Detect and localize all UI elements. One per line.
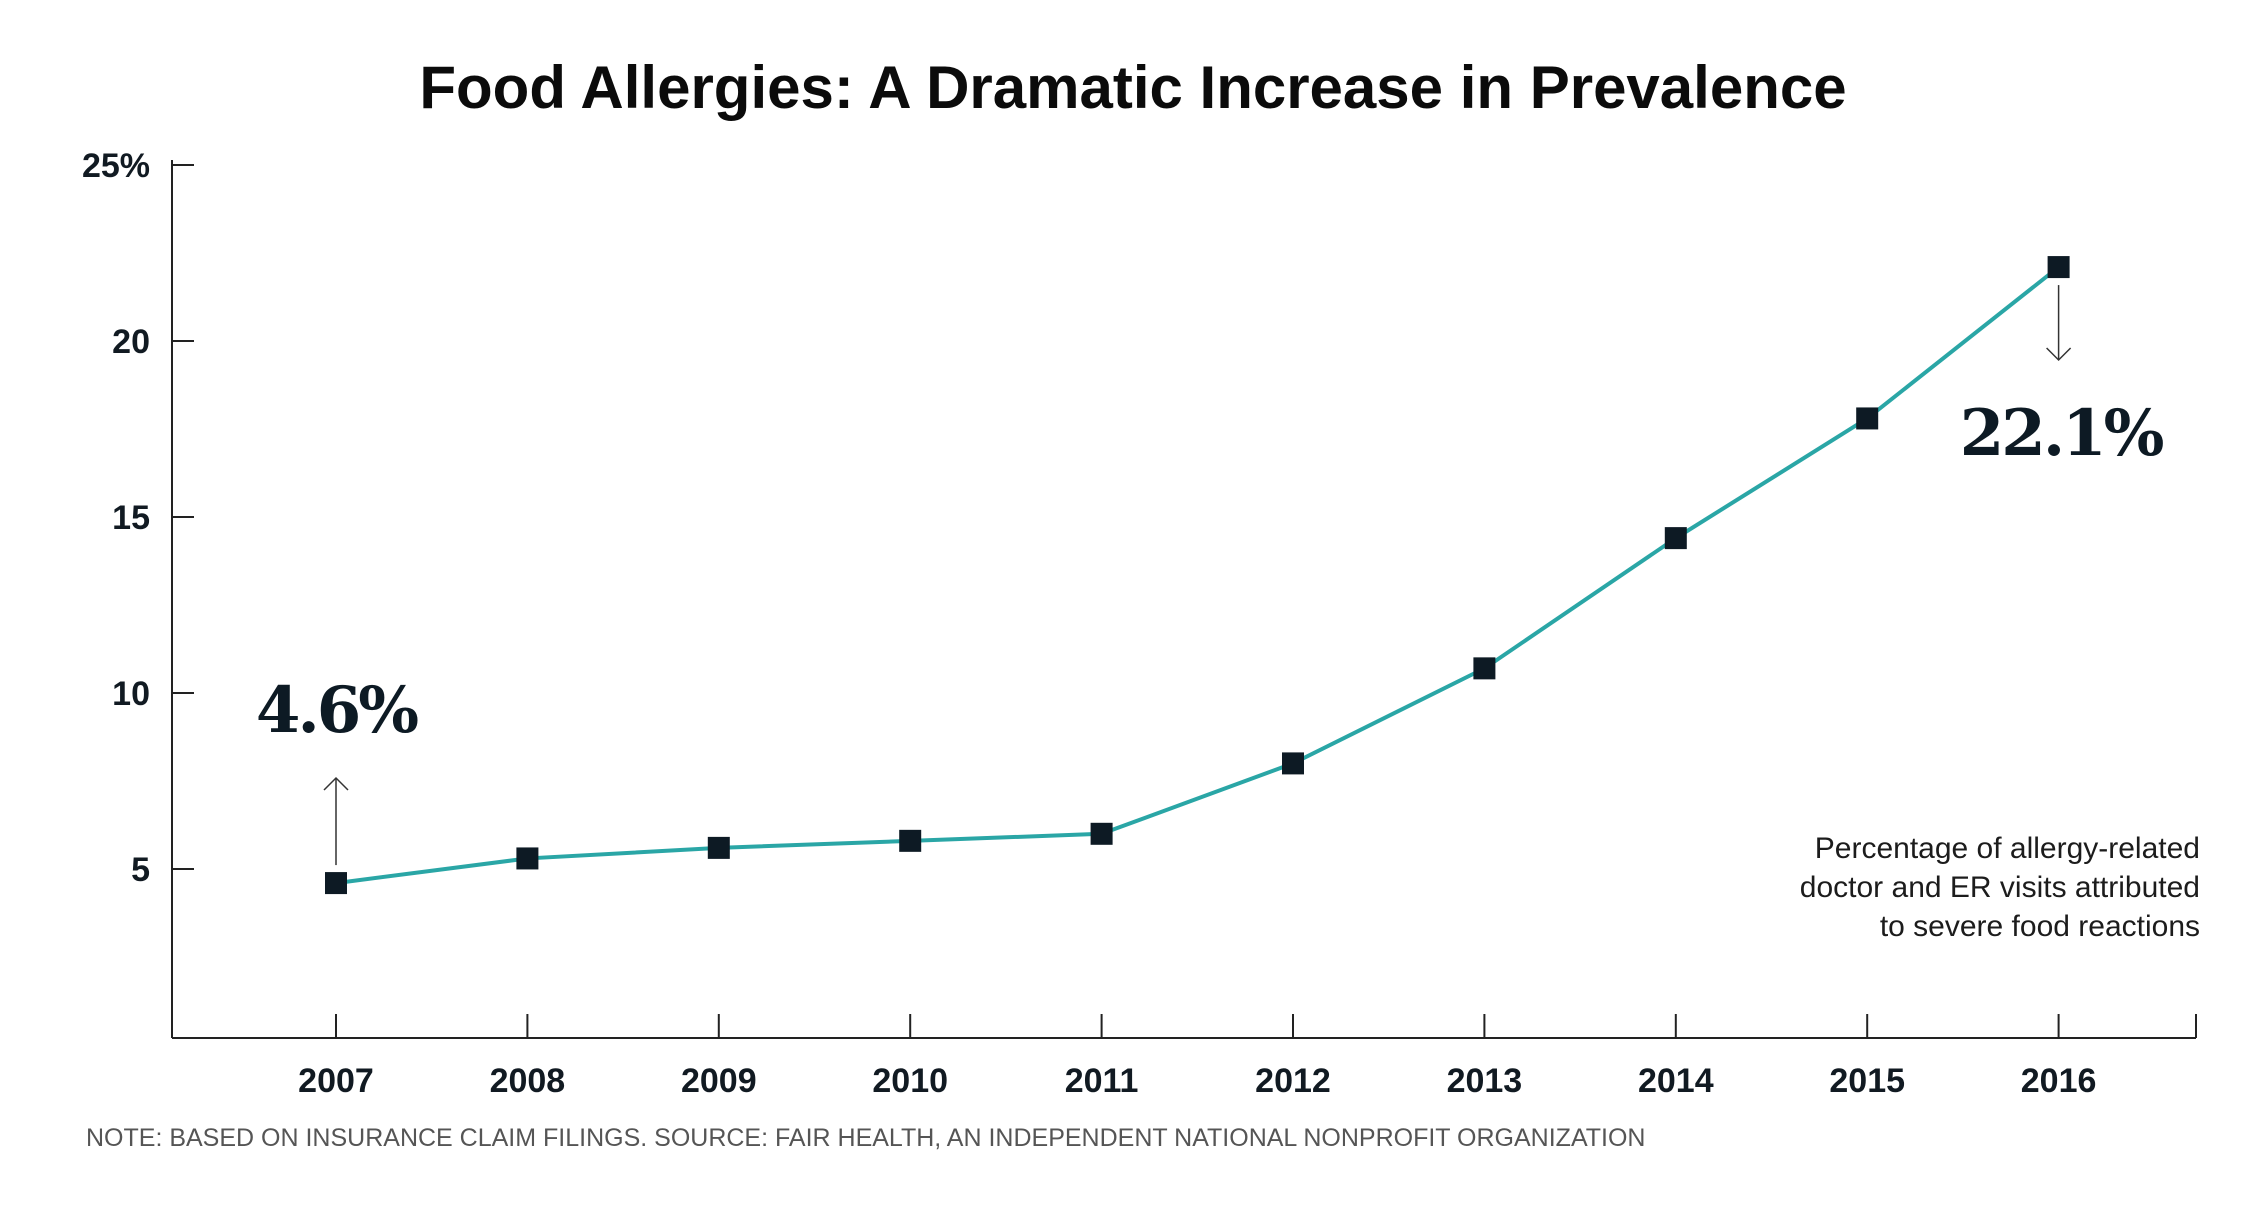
x-tick-label: 2014 bbox=[1638, 1062, 1714, 1100]
axes bbox=[171, 160, 2197, 1039]
data-point-marker bbox=[325, 872, 347, 895]
data-point-marker bbox=[1090, 822, 1113, 845]
series-line bbox=[335, 265, 2060, 886]
series-group bbox=[325, 256, 2070, 895]
data-point-marker bbox=[516, 847, 539, 870]
x-tick-label: 2015 bbox=[1829, 1062, 1905, 1100]
description-line-2: doctor and ER visits attributed bbox=[1800, 871, 2200, 904]
y-axis-ticks: 5 10 15 20 25% bbox=[82, 147, 194, 889]
data-point-marker bbox=[899, 829, 922, 852]
x-axis-ticks: 2007 2008 2009 2010 2011 2012 2013 2014 2015 2016 bbox=[298, 1014, 2096, 1100]
end-value-label: 22.1% bbox=[1960, 396, 2164, 471]
x-tick-label: 2012 bbox=[1255, 1062, 1331, 1100]
y-tick-label: 25% bbox=[82, 147, 150, 185]
y-tick-label: 10 bbox=[112, 675, 150, 713]
source-note: NOTE: BASED ON INSURANCE CLAIM FILINGS. … bbox=[86, 1124, 1646, 1152]
x-tick-label: 2013 bbox=[1447, 1062, 1523, 1100]
y-tick-label: 20 bbox=[112, 323, 150, 361]
start-value-label: 4.6% bbox=[256, 673, 418, 748]
x-tick-label: 2011 bbox=[1065, 1062, 1139, 1100]
chart-description: Percentage of allergy-related doctor and… bbox=[1800, 832, 2200, 943]
x-tick-label: 2008 bbox=[490, 1062, 566, 1100]
data-point-marker bbox=[1664, 527, 1687, 550]
y-tick-label: 15 bbox=[112, 499, 150, 537]
start-arrow-head bbox=[323, 776, 349, 791]
data-point-marker bbox=[1282, 752, 1304, 775]
description-line-3: to severe food reactions bbox=[1880, 910, 2200, 943]
description-line-1: Percentage of allergy-related bbox=[1815, 832, 2200, 865]
y-tick-label: 5 bbox=[131, 851, 150, 889]
x-tick-label: 2016 bbox=[2021, 1062, 2097, 1100]
data-point-marker bbox=[1856, 407, 1879, 430]
data-point-marker bbox=[707, 836, 730, 859]
annotations: 4.6% 22.1% bbox=[256, 285, 2167, 866]
x-tick-label: 2010 bbox=[872, 1062, 948, 1100]
x-tick-label: 2009 bbox=[681, 1062, 757, 1100]
end-arrow-head bbox=[2046, 347, 2072, 362]
data-point-marker bbox=[2047, 256, 2070, 279]
data-point-marker bbox=[1473, 657, 1496, 680]
chart-title: Food Allergies: A Dramatic Increase in P… bbox=[419, 54, 1846, 121]
x-tick-label: 2007 bbox=[298, 1062, 374, 1100]
